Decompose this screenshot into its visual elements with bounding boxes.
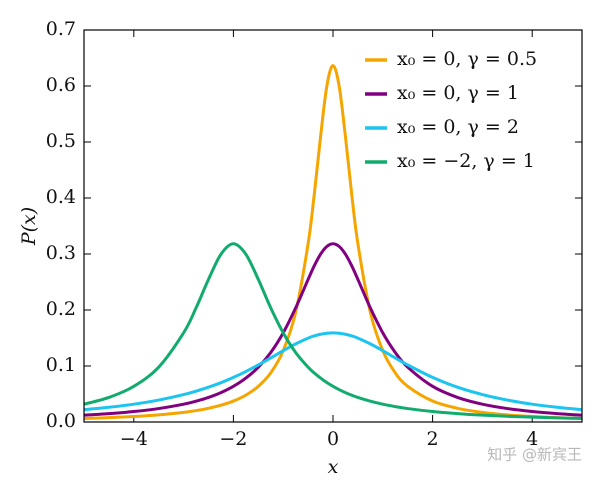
line-series — [84, 242, 582, 417]
legend-label: x₀ = −2, γ = 1 — [397, 150, 535, 172]
x-axis-label: x — [328, 456, 339, 478]
legend-label: x₀ = 0, γ = 0.5 — [397, 48, 537, 70]
line-series — [84, 331, 582, 412]
y-axis-label: P(x) — [18, 207, 40, 246]
y-tick-label: 0.3 — [46, 242, 76, 264]
y-tick-label: 0.0 — [46, 410, 76, 432]
x-tick-label: 2 — [427, 428, 439, 450]
line-series — [84, 64, 582, 420]
x-tick-label: −2 — [219, 428, 247, 450]
y-tick-label: 0.2 — [46, 298, 76, 320]
y-tick-label: 0.7 — [46, 18, 76, 40]
y-tick-label: 0.5 — [46, 130, 76, 152]
watermark: 知乎 @新宾王 — [487, 446, 582, 464]
legend-label: x₀ = 0, γ = 2 — [397, 116, 519, 138]
y-tick-label: 0.1 — [46, 354, 76, 376]
legend-label: x₀ = 0, γ = 1 — [397, 82, 519, 104]
y-tick-label: 0.6 — [46, 74, 76, 96]
line-series — [84, 242, 582, 420]
x-tick-label: −4 — [120, 428, 148, 450]
x-tick-label: 0 — [327, 428, 339, 450]
x-tick-label: 4 — [526, 428, 538, 450]
y-tick-label: 0.4 — [46, 186, 76, 208]
plot-frame — [83, 29, 583, 423]
